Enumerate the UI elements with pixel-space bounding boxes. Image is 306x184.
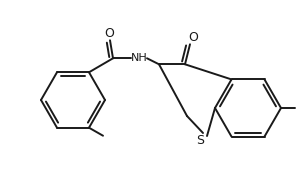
Text: O: O	[188, 31, 198, 44]
Text: O: O	[104, 27, 114, 40]
Text: S: S	[196, 135, 204, 148]
Text: NH: NH	[131, 53, 147, 63]
